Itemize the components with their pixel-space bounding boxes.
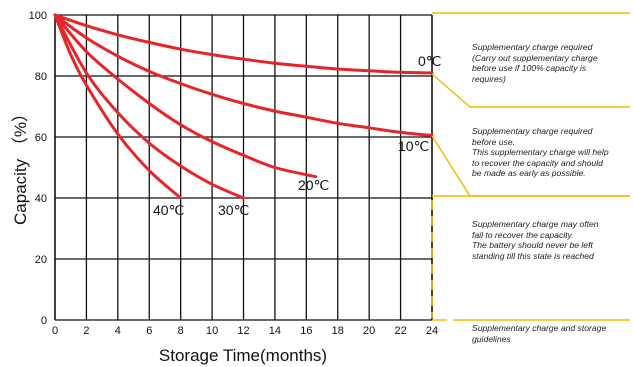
x-tick-label: 6 — [146, 325, 152, 337]
series-line-4 — [53, 13, 183, 200]
x-tick-label: 18 — [332, 325, 344, 337]
x-tick-label: 22 — [394, 325, 406, 337]
series-labels: 0℃ 10℃ 20℃ 30℃ 40℃ — [153, 53, 442, 218]
x-tick-label: 4 — [115, 325, 121, 337]
x-tick-label: 24 — [426, 325, 438, 337]
series-label-2: 20℃ — [298, 177, 329, 193]
series-line-0 — [53, 13, 434, 75]
y-tick-label: 20 — [35, 254, 47, 266]
y-axis-label: Capacity （%） — [11, 105, 30, 225]
x-tick-label: 14 — [269, 325, 281, 337]
annotation-bracket-1 — [431, 73, 630, 108]
series-label-0: 0℃ — [418, 53, 442, 69]
grid — [54, 14, 433, 321]
series-label-3: 30℃ — [218, 202, 249, 218]
series-line-2 — [53, 13, 318, 179]
x-tick-label: 16 — [300, 325, 312, 337]
x-tick-label: 20 — [363, 325, 375, 337]
series-curves — [53, 13, 434, 200]
annotation-brackets — [431, 12, 630, 321]
y-tick-label: 60 — [35, 132, 47, 144]
series-line-3 — [53, 13, 245, 200]
annotation-note-2: Supplementary charge required before use… — [472, 126, 609, 178]
x-tick-label: 12 — [237, 325, 249, 337]
x-tick-label: 8 — [178, 325, 184, 337]
x-axis-label: Storage Time(months) — [159, 346, 327, 365]
annotation-note-3: Supplementary charge may often fail to r… — [472, 219, 599, 261]
x-axis-ticks: 0 2 4 6 8 10 12 14 16 18 20 22 24 — [52, 325, 438, 337]
x-tick-label: 2 — [83, 325, 89, 337]
annotation-note-1: Supplementary charge required (Carry out… — [472, 42, 598, 84]
y-tick-label: 0 — [41, 315, 47, 327]
y-tick-label: 40 — [35, 193, 47, 205]
annotation-note-4: Supplementary charge and storage guideli… — [472, 323, 607, 344]
series-line-1 — [53, 13, 434, 137]
x-tick-label: 0 — [52, 325, 58, 337]
y-axis-ticks: 0 20 40 60 80 100 — [29, 10, 47, 327]
series-label-4: 40℃ — [153, 202, 184, 218]
y-tick-label: 100 — [29, 10, 47, 22]
x-tick-label: 10 — [206, 325, 218, 337]
y-tick-label: 80 — [35, 71, 47, 83]
series-label-1: 10℃ — [398, 138, 429, 154]
